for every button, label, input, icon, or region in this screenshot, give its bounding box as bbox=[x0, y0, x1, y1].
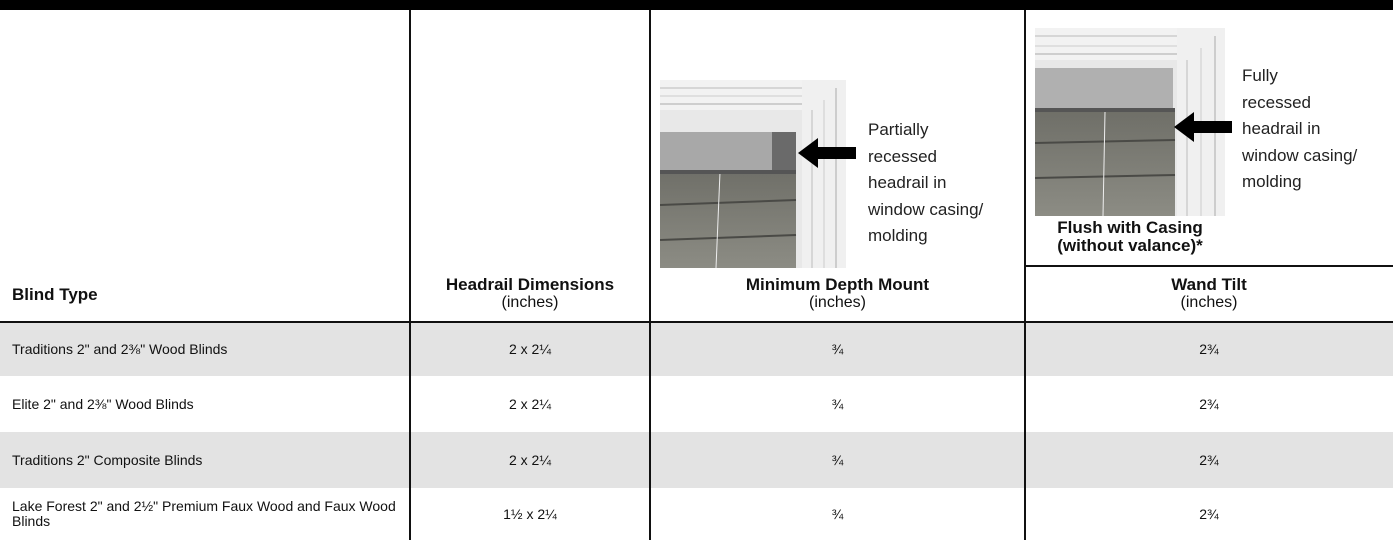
callout-line: molding bbox=[868, 226, 928, 245]
unit: (inches) bbox=[809, 294, 866, 311]
flush-label: Flush with Casing (without valance)* bbox=[1035, 219, 1225, 255]
table-cell: 2¾ bbox=[1199, 505, 1219, 522]
label: Headrail Dimensions bbox=[445, 275, 615, 294]
callout-line: headrail in bbox=[1242, 119, 1321, 138]
label: Minimum Depth Mount bbox=[745, 275, 930, 294]
column-header: Headrail Dimensions (inches) bbox=[410, 276, 650, 312]
column-rule bbox=[409, 10, 411, 540]
column-rule bbox=[1024, 10, 1026, 540]
illustration-partial bbox=[660, 80, 846, 268]
arrow bbox=[798, 138, 856, 168]
table-row: Traditions 2" and 2⅜" Wood Blinds 2 x 2¼ ¾… bbox=[0, 323, 1393, 376]
unit: (inches) bbox=[1180, 294, 1238, 311]
label: Blind Type bbox=[12, 285, 98, 304]
column-header: Blind Type bbox=[12, 286, 98, 304]
arrow bbox=[1174, 112, 1232, 142]
label: (without valance)* bbox=[1057, 236, 1203, 255]
header-rule bbox=[0, 321, 1393, 323]
table-cell: Traditions 2" Composite Blinds bbox=[12, 451, 203, 468]
table-cell: ¾ bbox=[831, 505, 844, 522]
table-row: Lake Forest 2" and 2½" Premium Faux Wood… bbox=[0, 488, 1393, 540]
table-cell: Elite 2" and 2⅜" Wood Blinds bbox=[12, 395, 194, 412]
table-cell: Traditions 2" and 2⅜" Wood Blinds bbox=[12, 341, 228, 357]
label: Flush with Casing bbox=[1057, 218, 1203, 237]
label: Wand Tilt bbox=[1171, 275, 1247, 294]
top-bar bbox=[0, 0, 1393, 10]
table-cell: 2 x 2¼ bbox=[508, 341, 552, 357]
table-cell: 2 x 2¼ bbox=[508, 451, 552, 468]
table-cell: ¾ bbox=[831, 451, 844, 468]
column-header: Minimum Depth Mount (inches) bbox=[650, 276, 1025, 312]
table-cell: Lake Forest 2" and 2½" Premium Faux Wood… bbox=[12, 498, 396, 529]
callout-line: headrail in bbox=[868, 173, 947, 192]
table-row: Traditions 2" Composite Blinds 2 x 2¼ ¾ 2¾ bbox=[0, 432, 1393, 488]
table-cell: ¾ bbox=[831, 341, 844, 357]
table-cell: 2¾ bbox=[1199, 341, 1219, 357]
table-cell: 2¾ bbox=[1199, 395, 1219, 412]
callout: Partially recessed headrail in window casin… bbox=[868, 117, 983, 250]
callout-line: recessed bbox=[868, 146, 937, 166]
callout-line: Fully bbox=[1242, 66, 1278, 85]
callout-line: Partially bbox=[868, 120, 929, 139]
callout-line: molding bbox=[1242, 172, 1302, 191]
divider bbox=[1025, 265, 1393, 267]
column-header: Wand Tilt (inches) bbox=[1025, 276, 1393, 312]
callout: Fully recessed headrail in window casing/mo… bbox=[1242, 63, 1357, 196]
callout-line: window casing/ bbox=[1242, 145, 1358, 165]
callout-line: window casing/ bbox=[868, 199, 984, 219]
table-cell: 2 x 2¼ bbox=[508, 395, 552, 412]
table-cell: ¾ bbox=[831, 395, 844, 412]
callout-line: recessed bbox=[1242, 92, 1311, 112]
table-cell: 2¾ bbox=[1199, 451, 1219, 468]
table-cell: 1½ x 2¼ bbox=[503, 505, 557, 522]
table-row: Elite 2" and 2⅜" Wood Blinds 2 x 2¼ ¾ 2¾ bbox=[0, 376, 1393, 432]
unit: (inches) bbox=[501, 294, 559, 311]
column-rule bbox=[649, 10, 651, 540]
